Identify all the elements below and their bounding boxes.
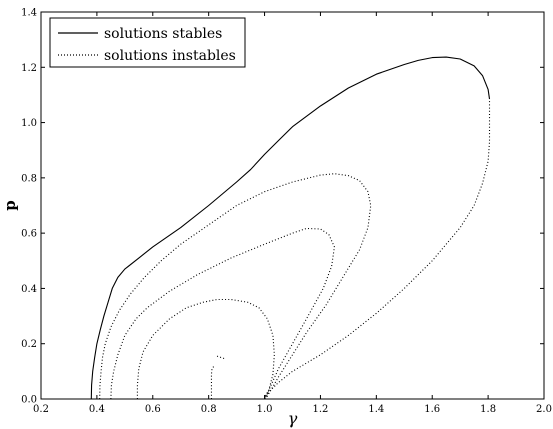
legend-label-unstable: solutions instables <box>104 48 236 64</box>
y-tick-label: 1.4 <box>21 8 37 19</box>
x-tick-label: 0.8 <box>201 404 217 415</box>
y-tick-label: 1.0 <box>21 118 37 129</box>
unstable-solution-line-6 <box>216 355 226 360</box>
x-tick-label: 1.2 <box>312 404 328 415</box>
y-tick-label: 1.2 <box>21 63 37 74</box>
stable-solution-line <box>90 56 491 400</box>
y-tick-label: 0.8 <box>21 173 37 184</box>
x-tick-label: 0.2 <box>33 404 49 415</box>
x-tick-label: 1.8 <box>480 404 496 415</box>
x-tick-label: 0.4 <box>89 404 105 415</box>
x-tick-label: 2.0 <box>536 404 552 415</box>
x-axis-label: γ <box>288 409 298 428</box>
legend: solutions stables solutions instables <box>49 17 246 68</box>
legend-label-stable: solutions stables <box>104 26 222 42</box>
plot-frame <box>40 11 545 400</box>
x-tick-label: 0.6 <box>145 404 161 415</box>
unstable-solution-line-7 <box>264 391 269 400</box>
legend-box <box>49 17 246 68</box>
unstable-solution-line-5 <box>210 365 215 399</box>
x-tick-label: 1.4 <box>368 404 384 415</box>
y-axis-label: p <box>1 200 19 211</box>
y-tick-label: 0.2 <box>21 339 37 350</box>
unstable-solution-line-4 <box>136 298 275 400</box>
y-tick-label: 0.0 <box>21 395 37 406</box>
y-tick-label: 0.4 <box>21 284 37 295</box>
x-tick-label: 1.0 <box>257 404 273 415</box>
unstable-solution-line-2 <box>264 99 491 400</box>
plot-area <box>90 56 491 400</box>
unstable-solution-line-1 <box>99 173 372 400</box>
x-tick-label: 1.6 <box>424 404 440 415</box>
y-tick-label: 0.6 <box>21 229 37 240</box>
